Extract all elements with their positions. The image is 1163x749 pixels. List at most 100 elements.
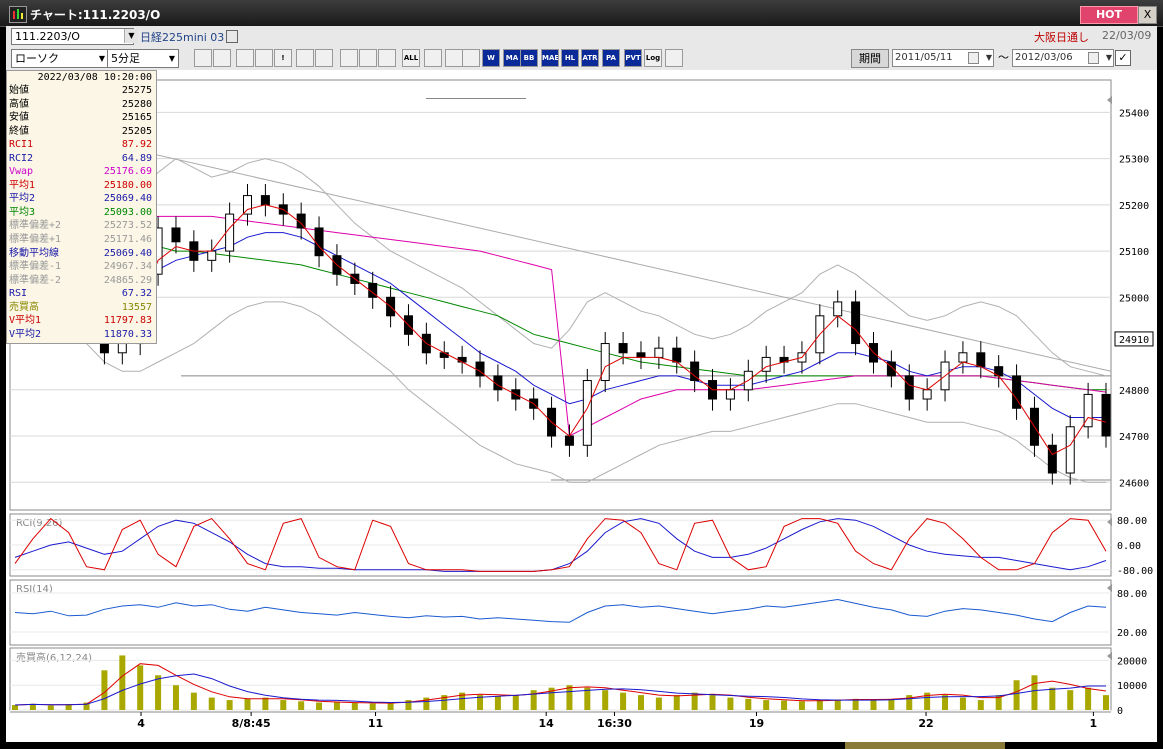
candle-body [725,389,735,400]
toolbar-button-11[interactable]: ALL [402,49,420,67]
volume-bar [190,692,197,710]
toolbar-button-24[interactable] [665,49,683,67]
toolbar-button-16[interactable]: MA [503,49,521,67]
volume-bar [262,697,269,710]
volume-bar [548,687,555,710]
data-window-row: RCI2 64.89 [7,152,156,166]
volume-bar [745,698,752,710]
toolbar-button-7[interactable] [315,49,333,67]
hot-button[interactable]: HOT [1080,6,1138,24]
time-axis-label: 16:30 [597,717,632,730]
data-window-row: 平均3 25093.00 [7,206,156,220]
volume-bar [12,705,18,710]
data-window-value: 24967.34 [103,261,152,273]
candle-body [260,195,270,206]
data-window-datetime: 2022/03/08 10:20:00 [37,72,152,83]
toolbar-button-20[interactable]: ATR [581,49,599,67]
toolbar-button-18[interactable]: MAE [541,49,559,67]
data-window-value: 25275 [121,85,152,96]
instrument-code-input[interactable]: 111.2203/O [11,28,134,45]
data-window-label: 平均2 [9,193,36,205]
toolbar-button-8[interactable] [340,49,358,67]
info-icon[interactable] [226,30,238,43]
data-window-value: 25171.46 [103,234,152,246]
candle-body [618,343,628,354]
rsi-axis-label: 20.00 [1117,628,1147,639]
chevron-down-icon[interactable]: ▼ [985,53,992,62]
volume-bar [655,697,662,710]
interval-select[interactable]: 5分足 ▼ [107,49,179,68]
data-window-label: RSI [9,288,28,300]
data-window-value: 25093.00 [103,206,152,218]
chevron-down-icon[interactable]: ▼ [1105,53,1112,62]
chevron-down-icon[interactable]: ▼ [124,29,138,43]
market-session: 大阪日通し [1034,31,1089,44]
window-title: チャート:111.2203/O [30,8,161,22]
toolbar-button-14[interactable] [462,49,480,67]
chart-type-select[interactable]: ローソク ▼ [11,49,109,68]
toolbar-button-9[interactable] [359,49,377,67]
rsi-panel-frame [9,579,1112,646]
volume-bar [1049,687,1056,710]
toolbar-button-19[interactable]: HL [561,49,579,67]
toolbar-button-3[interactable] [236,49,254,67]
time-axis-label: 22 [918,717,933,730]
candle-body [1083,393,1093,428]
data-window-label: 平均3 [9,206,36,218]
data-window-label: RCI2 [9,152,34,164]
data-window-row: 平均2 25069.40 [7,192,156,206]
candle-body [1047,444,1057,474]
volume-bar [584,687,591,710]
from-date-field[interactable]: 2011/05/11 ▼ [892,49,994,67]
candle-body [636,352,646,358]
data-window-label: 移動平均線 [9,247,59,259]
data-window-label: 売買高 [9,301,39,313]
close-button[interactable]: X [1138,6,1157,24]
toolbar-button-15[interactable]: W MF [482,49,500,67]
toolbar-button-23[interactable]: Log [644,49,662,67]
scrollbar-thumb[interactable] [845,742,1005,749]
calendar-icon[interactable] [1088,52,1099,64]
toolbar-button-22[interactable]: PVT [624,49,642,67]
candle-body [886,361,896,377]
price-axis-label: 25100 [1119,247,1149,258]
toolbar-button-21[interactable]: PA RA [602,49,620,67]
to-date-field[interactable]: 2012/03/06 ▼ [1012,49,1114,67]
volume-bar [47,705,54,710]
toolbar-button-5[interactable]: ! [274,49,292,67]
toolbar-button-10[interactable] [378,49,396,67]
scale-arrow-icon [1107,584,1112,592]
data-window-value: 25280 [121,98,152,110]
scale-arrow-icon [1107,96,1112,104]
volume-bar [83,702,90,710]
toolbar-button-13[interactable] [445,49,463,67]
price-axis-label: 25200 [1119,201,1149,212]
toolbar-button-17[interactable]: BB [520,49,538,67]
calendar-icon[interactable] [968,52,979,64]
data-window-label: V平均2 [9,328,42,340]
toolbar-button-2[interactable] [213,49,231,67]
data-window-row: RSI 67.32 [7,287,156,301]
horizontal-scrollbar[interactable] [0,742,1163,749]
toolbar-button-4[interactable] [255,49,273,67]
candle-body [117,343,127,354]
vwap-line [14,195,1107,437]
chart-area[interactable]: 25400 25300 25200 25100 25000 24910 24800 24700… [6,70,1157,742]
current-price-label: 24910 [1119,335,1149,346]
toolbar-button-1[interactable] [194,49,212,67]
toolbar-button-6[interactable] [296,49,314,67]
data-window-value: 64.89 [121,152,152,164]
volume-bar [834,699,841,710]
time-axis-label: 1 [1090,717,1098,730]
volume-bar [959,697,966,710]
interval-value: 5分足 [111,52,140,65]
bollinger-lower [14,301,1106,483]
data-window-row: 平均1 25180.00 [7,179,156,193]
candle-body [582,380,592,446]
period-checkbox[interactable]: ✓ [1115,50,1131,66]
volume-bar [29,703,36,710]
time-axis-label: 4 [137,717,145,730]
volume-bar [870,700,877,710]
toolbar-button-12[interactable] [424,49,442,67]
period-button[interactable]: 期間 [851,49,889,68]
